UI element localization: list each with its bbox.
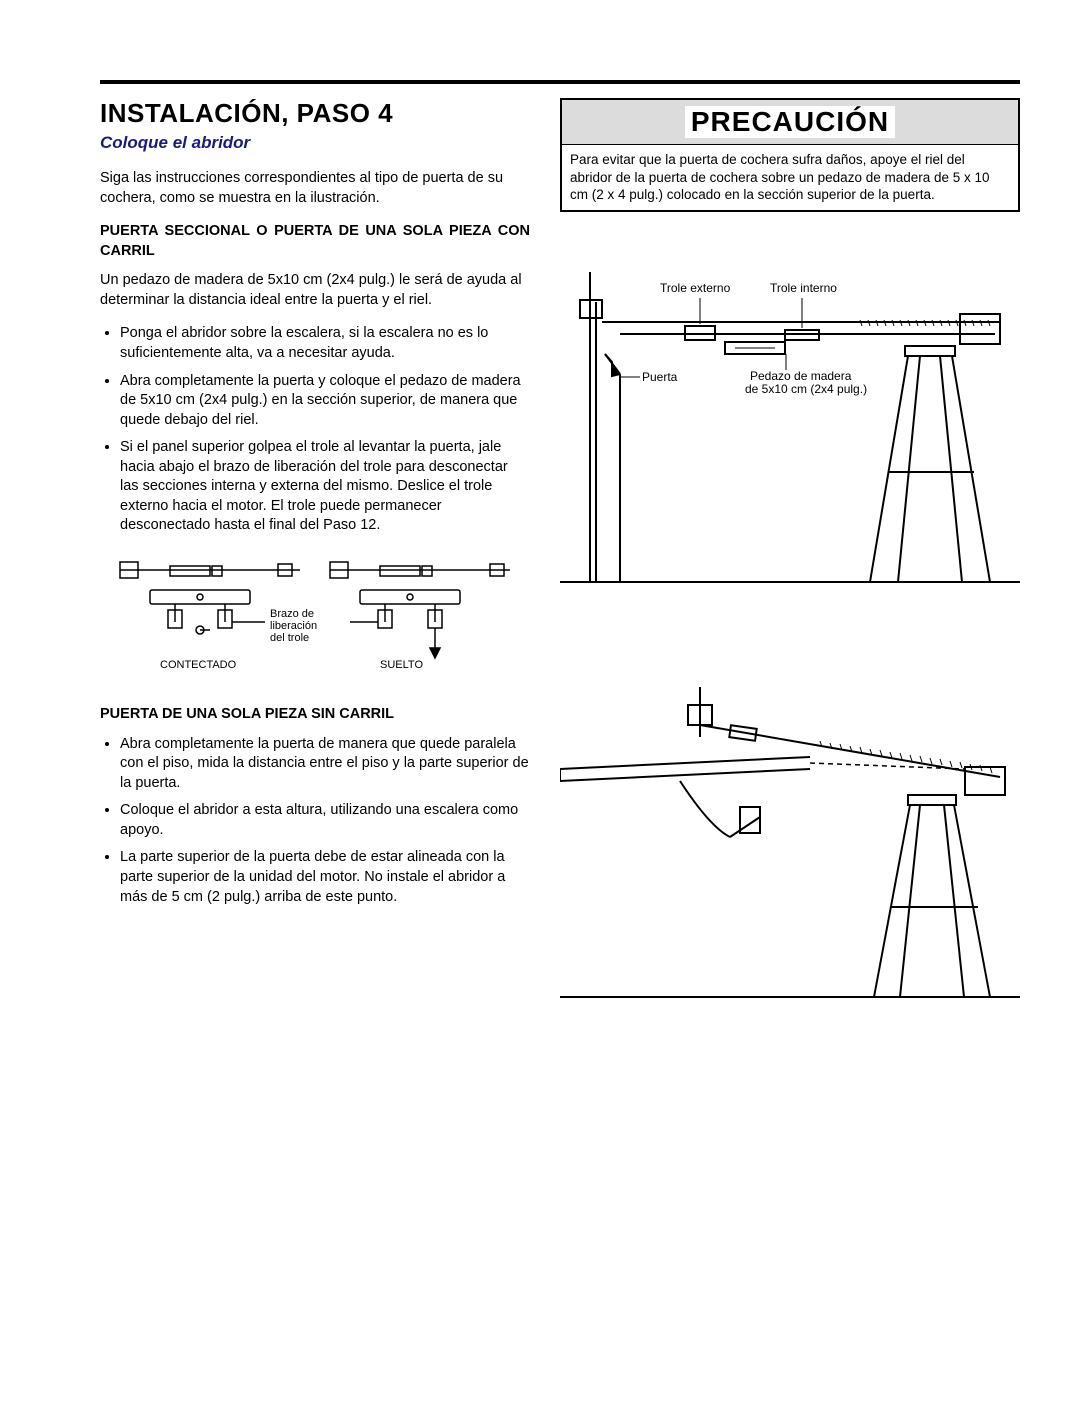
diagram-label: Brazo de (270, 608, 314, 620)
caution-body: Para evitar que la puerta de cochera suf… (562, 145, 1018, 210)
diagram-label: Puerta (642, 370, 678, 384)
right-column: PRECAUCIÓN Para evitar que la puerta de … (560, 98, 1020, 1012)
caution-box: PRECAUCIÓN Para evitar que la puerta de … (560, 98, 1020, 212)
page-subtitle: Coloque el abridor (100, 133, 530, 153)
diagram-label: del trole (270, 632, 309, 644)
columns: INSTALACIÓN, PASO 4 Coloque el abridor S… (100, 98, 1020, 1012)
diagram-label: Trole interno (770, 281, 837, 295)
top-rule (100, 80, 1020, 84)
list-item: Ponga el abridor sobre la escalera, si l… (120, 324, 530, 363)
sectional-diagram: Trole externo Trole interno Puerta Pedaz… (560, 262, 1020, 597)
left-column: INSTALACIÓN, PASO 4 Coloque el abridor S… (100, 98, 530, 1012)
section1-bullets: Ponga el abridor sobre la escalera, si l… (100, 324, 530, 536)
page-title: INSTALACIÓN, PASO 4 (100, 98, 530, 129)
section1-heading: PUERTA SECCIONAL O PUERTA DE UNA SOLA PI… (100, 222, 530, 261)
section2-bullets: Abra completamente la puerta de manera q… (100, 735, 530, 908)
diagram-label: Trole externo (660, 281, 731, 295)
diagram-label: liberación (270, 620, 317, 632)
onepiece-diagram (560, 687, 1020, 1012)
list-item: Coloque el abridor a esta altura, utiliz… (120, 801, 530, 840)
list-item: La parte superior de la puerta debe de e… (120, 848, 530, 907)
section1-intro: Un pedazo de madera de 5x10 cm (2x4 pulg… (100, 271, 530, 310)
trolley-diagram: Brazo de liberación del trole CONTECTADO… (100, 550, 530, 685)
diagram-label-connected: CONTECTADO (160, 659, 237, 671)
intro-paragraph: Siga las instrucciones correspondientes … (100, 169, 530, 208)
page: INSTALACIÓN, PASO 4 Coloque el abridor S… (0, 0, 1080, 1072)
list-item: Abra completamente la puerta y coloque e… (120, 372, 530, 431)
list-item: Si el panel superior golpea el trole al … (120, 438, 530, 536)
caution-title: PRECAUCIÓN (685, 106, 895, 138)
section2-heading: PUERTA DE UNA SOLA PIEZA SIN CARRIL (100, 705, 530, 725)
diagram-label-loose: SUELTO (380, 659, 423, 671)
diagram-label: de 5x10 cm (2x4 pulg.) (745, 382, 867, 396)
caution-heading: PRECAUCIÓN (562, 100, 1018, 145)
list-item: Abra completamente la puerta de manera q… (120, 735, 530, 794)
diagram-label: Pedazo de madera (750, 369, 852, 383)
